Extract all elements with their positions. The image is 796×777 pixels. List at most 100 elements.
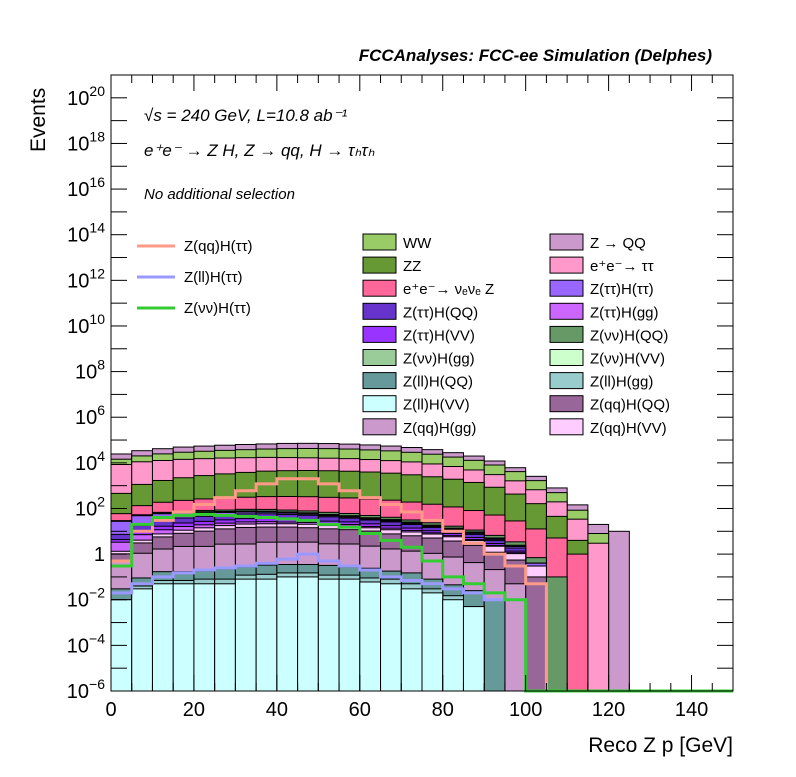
y-tick-label: 10−4 [67, 630, 105, 657]
bar [338, 578, 361, 692]
legend-swatch [549, 349, 584, 366]
lumi-label: √s = 240 GeV, L=10.8 ab⁻¹ [144, 106, 348, 125]
legend-label: Z(ll)H(QQ) [403, 374, 473, 391]
bar [608, 530, 630, 692]
y-tick-label: 1 [94, 544, 105, 566]
legend-swatch [549, 395, 584, 413]
legend-entry: Z(qq)H(gg) [362, 418, 476, 437]
bar [400, 588, 423, 692]
legend-swatch [362, 395, 397, 413]
bar [587, 542, 610, 692]
axes: 0 20 40 60 80 100 120 140 10−6 10−4 10−2 1 102 104 106… [67, 74, 734, 721]
legend-label: Z(νν)H(gg) [403, 351, 475, 368]
x-tick-label: 100 [509, 699, 542, 721]
legend-label: e⁺e⁻→ νₑνₑ Z [403, 281, 494, 298]
y-tick-label: 1020 [67, 83, 105, 110]
y-tick-label: 1016 [67, 174, 105, 201]
bar [276, 576, 299, 692]
legend-entry: Z(ττ)H(VV) [362, 325, 475, 344]
legend-swatch [549, 325, 584, 343]
y-tick-label: 1018 [67, 128, 105, 155]
bar [131, 588, 153, 692]
bar [442, 599, 464, 692]
x-axis-title: Reco Z p [GeV] [588, 734, 733, 757]
y-tick-label: 10−2 [67, 585, 105, 612]
legend-entry: Z(ττ)H(ττ) [549, 279, 654, 298]
bar [380, 583, 402, 692]
legend-entry: Z(ll)H(VV) [362, 395, 470, 414]
bar [193, 583, 216, 692]
bar [462, 606, 485, 692]
legend-label: Z(ll)H(gg) [590, 374, 653, 391]
legend-label: Z(ll)H(ττ) [184, 269, 243, 286]
legend-entry: Z(νν)H(ττ) [137, 300, 251, 317]
legend-label: Z(ττ)H(ττ) [590, 281, 654, 298]
legend-entry: Z(νν)H(gg) [362, 349, 475, 368]
legend-swatch [549, 233, 584, 251]
legend-label: Z(qq)H(gg) [403, 420, 476, 437]
legend-entry: Z(qq)H(ττ) [137, 238, 253, 255]
x-tick-label: 120 [592, 699, 625, 721]
legend-entry: Z → QQ [549, 233, 646, 252]
x-tick-label: 140 [675, 699, 708, 721]
y-tick-label: 106 [75, 402, 105, 429]
legend-entry: Z(νν)H(QQ) [549, 325, 668, 344]
legend-label: Z(qq)H(VV) [590, 420, 667, 437]
legend-label: Z(qq)H(QQ) [590, 397, 670, 414]
legend-label: Z(νν)H(QQ) [590, 327, 668, 344]
bar [317, 578, 340, 692]
legend-entry: e⁺e⁻→ ττ [549, 256, 654, 275]
bar [359, 581, 382, 692]
bar [525, 576, 547, 692]
bar [255, 578, 278, 692]
x-tick-label: 40 [266, 699, 288, 721]
y-tick-label: 1012 [67, 265, 105, 292]
legend-swatch [362, 325, 397, 343]
bar [566, 553, 589, 692]
legend-entry: Z(νν)H(VV) [549, 349, 665, 368]
legend-label: Z(νν)H(ττ) [184, 300, 251, 317]
legend-label: Z(νν)H(VV) [590, 351, 665, 368]
bar [151, 583, 174, 692]
bar [545, 576, 568, 692]
selection-label: No additional selection [144, 186, 295, 203]
x-tick-label: 60 [349, 699, 371, 721]
legend-swatch [549, 302, 584, 320]
bar [421, 592, 444, 692]
bar [214, 583, 236, 692]
bar [234, 578, 257, 692]
legend-label: WW [403, 235, 432, 252]
legend-label: e⁺e⁻→ ττ [590, 258, 654, 275]
legend-entry: Z(ll)H(ττ) [137, 269, 243, 286]
bar [297, 576, 319, 692]
legend-swatch [549, 279, 584, 297]
legend-swatch [549, 372, 584, 390]
y-tick-label: 108 [75, 357, 105, 384]
legend: Z(qq)H(ττ) Z(ll)H(ττ) Z(νν)H(ττ) WW Z → QQ ZZ… [137, 233, 670, 437]
legend-label: Z(ττ)H(QQ) [403, 304, 478, 321]
legend-swatch [362, 372, 397, 390]
legend-swatch [362, 279, 397, 297]
legend-swatch [362, 349, 397, 366]
legend-entry: Z(ττ)H(gg) [549, 302, 659, 321]
legend-label: Z → QQ [590, 235, 646, 252]
legend-entry: Z(qq)H(VV) [549, 418, 667, 437]
y-tick-label: 104 [75, 448, 105, 475]
histogram-stack [110, 442, 630, 692]
legend-label: Z(ττ)H(VV) [403, 327, 475, 344]
legend-label: Z(ll)H(VV) [403, 397, 470, 414]
y-tick-label: 10−6 [67, 676, 105, 703]
y-tick-label: 1010 [67, 311, 105, 338]
legend-swatch [362, 302, 397, 320]
legend-entry: Z(ll)H(QQ) [362, 372, 473, 391]
legend-label: ZZ [403, 258, 421, 275]
legend-entry: WW [362, 233, 432, 252]
x-tick-label: 80 [432, 699, 454, 721]
legend-entry: Z(ττ)H(QQ) [362, 302, 478, 321]
process-label: e⁺e⁻ → Z H, Z → qq, H → τₕτₕ [144, 141, 375, 160]
bar [172, 583, 195, 692]
legend-entry: Z(ll)H(gg) [549, 372, 653, 391]
legend-label: Z(qq)H(ττ) [184, 238, 253, 255]
legend-entry: e⁺e⁻→ νₑνₑ Z [362, 279, 494, 298]
